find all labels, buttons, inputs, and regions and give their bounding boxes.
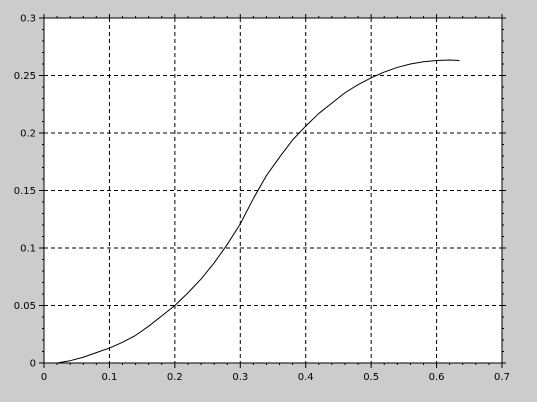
y-tick-label: 0.3 — [20, 14, 36, 25]
y-tick-label: 0.25 — [14, 71, 36, 82]
plot-area — [44, 18, 502, 363]
x-tick-label: 0 — [41, 372, 47, 383]
y-tick-label: 0.05 — [14, 301, 36, 312]
y-tick-label: 0.2 — [20, 129, 36, 140]
x-tick-label: 0.6 — [429, 372, 445, 383]
x-tick-label: 0.5 — [363, 372, 379, 383]
x-tick-label: 0.3 — [232, 372, 248, 383]
axes-frame — [43, 17, 503, 364]
tick-labels: 0 0.1 0.2 0.3 0.4 0.5 0.6 0.7 0 0.05 0.1 0.15 0.2 0.2… — [14, 14, 510, 384]
x-tick-label: 0.7 — [494, 372, 510, 383]
x-tick-label: 0.4 — [298, 372, 314, 383]
major-tick-marks — [39, 14, 506, 368]
y-tick-label: 0 — [30, 359, 36, 370]
y-tick-label: 0.1 — [20, 244, 36, 255]
series-line-0 — [57, 59, 460, 364]
x-tick-label: 0.1 — [101, 372, 117, 383]
axes — [43, 17, 503, 364]
y-tick-label: 0.15 — [14, 186, 36, 197]
x-tick-label: 0.2 — [167, 372, 183, 383]
series-layer — [57, 59, 460, 364]
